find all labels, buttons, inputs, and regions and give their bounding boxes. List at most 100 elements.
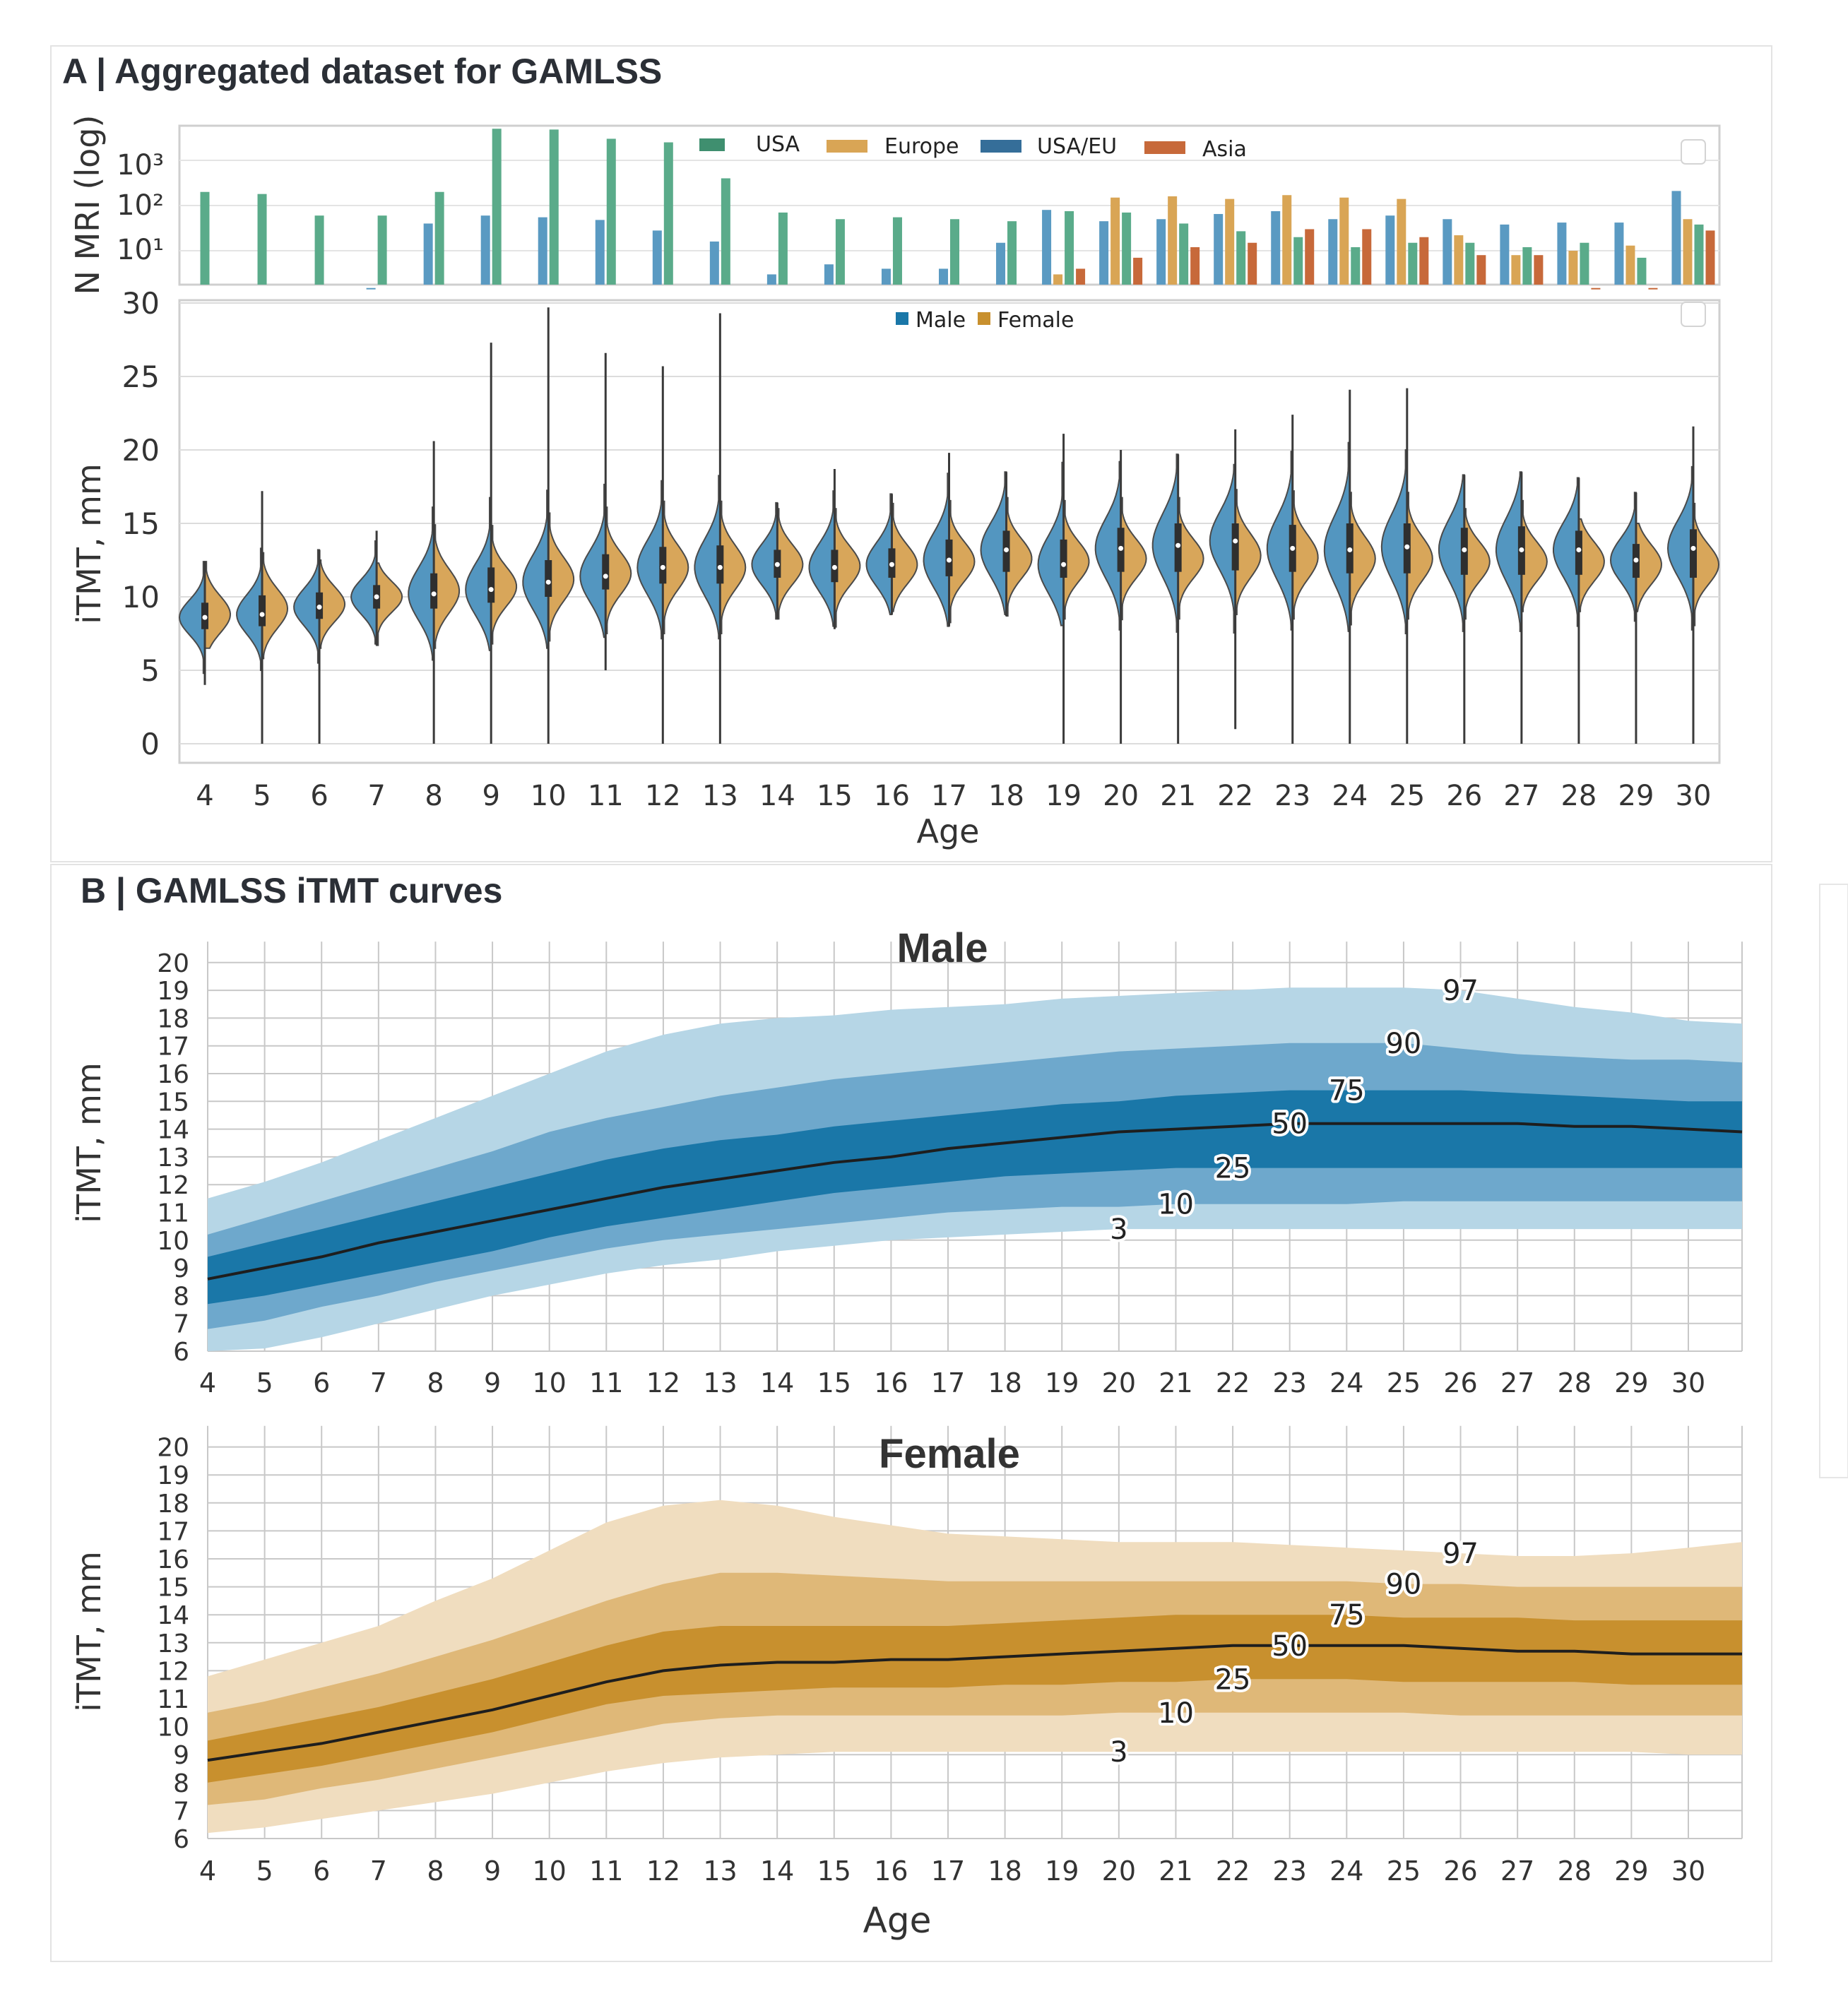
- legend-asia-swatch: [1144, 141, 1185, 154]
- female-xtick: 22: [1216, 1855, 1250, 1887]
- violin-female-half: [1062, 499, 1090, 620]
- bar-usa-eu: [1156, 219, 1166, 285]
- violin-male-half: [1151, 453, 1179, 633]
- bar-usa: [721, 178, 730, 285]
- female-xtick: 10: [533, 1855, 567, 1887]
- female-xtick: 7: [370, 1855, 387, 1887]
- violin-median-dot: [717, 564, 723, 570]
- violin-ytick: 20: [122, 433, 160, 468]
- violin-male-half: [236, 547, 263, 671]
- bar-usa: [1694, 224, 1704, 285]
- violin-female-half: [490, 525, 518, 645]
- bar-europe: [1168, 196, 1178, 285]
- female-xtick: 20: [1102, 1855, 1136, 1887]
- male-xtick: 15: [817, 1367, 851, 1399]
- bar-usa: [1637, 257, 1647, 285]
- violin-female-half: [1635, 523, 1662, 612]
- violin-female-half: [204, 561, 232, 649]
- violin-xtick: 16: [874, 780, 910, 812]
- bar-europe: [1339, 197, 1349, 285]
- bar-usa-eu: [881, 268, 891, 285]
- bar-usa-eu: [1671, 191, 1681, 285]
- male-ytick: 14: [157, 1116, 189, 1145]
- panel-b-frame: [50, 864, 1772, 1962]
- violin-xtick: 12: [645, 780, 681, 812]
- male-percentile-label: 50: [1272, 1108, 1308, 1141]
- violin-male-half: [1380, 449, 1408, 634]
- male-percentile-label: 90: [1385, 1028, 1421, 1060]
- female-percentile-label: 50: [1272, 1630, 1308, 1663]
- violin-female-half: [1291, 490, 1319, 620]
- violin-male-half: [1094, 461, 1122, 631]
- violin-median-dot: [603, 574, 608, 579]
- violin-xtick: 27: [1503, 780, 1539, 812]
- female-ytick: 13: [157, 1629, 189, 1658]
- violin-median-dot: [545, 579, 551, 585]
- bar-marks: [200, 129, 1715, 290]
- violin-female-half: [319, 559, 346, 649]
- bar-usa: [1351, 247, 1361, 285]
- bar-usa-eu: [1443, 219, 1452, 285]
- violin-median-dot: [1061, 562, 1067, 567]
- bar-usa: [1236, 231, 1246, 285]
- male-xtick: 8: [427, 1367, 444, 1399]
- male-ytick: 11: [157, 1199, 189, 1228]
- bar-europe: [1683, 219, 1693, 285]
- violin-ytick: 25: [122, 360, 160, 394]
- male-xtick: 28: [1558, 1367, 1592, 1399]
- violin-female-half: [662, 500, 689, 634]
- legend-female-label: Female: [997, 308, 1074, 333]
- violin-xtick: 29: [1618, 780, 1654, 812]
- legend-female-swatch: [978, 312, 990, 325]
- bar-usa: [606, 138, 616, 285]
- bar-asia: [1591, 287, 1601, 290]
- female-band-25-75: [208, 1615, 1742, 1783]
- violin-ytick: 15: [122, 506, 160, 541]
- female-xtick: 28: [1558, 1855, 1592, 1887]
- female-ytick: 8: [173, 1769, 189, 1798]
- male-xtick: 9: [484, 1367, 501, 1399]
- bar-usa-eu: [1099, 221, 1109, 285]
- bar-legend-checkbox[interactable]: [1681, 139, 1706, 165]
- female-xtick: 4: [199, 1855, 216, 1887]
- violin-male-half: [694, 475, 721, 640]
- bar-usa-eu: [1328, 219, 1338, 285]
- female-median-line: [207, 1644, 1742, 1762]
- bar-usa-eu: [766, 274, 776, 285]
- bar-usa-eu: [366, 287, 376, 290]
- violin-male-half: [1553, 477, 1580, 627]
- male-ylabel: iTMT, mm: [70, 1062, 108, 1223]
- bar-usa: [835, 219, 845, 285]
- male-xticks: 4 5 6 7 8 9 10 11 12 13 14 15 16 17 18 19 20 21 22 23 24 25 26…: [199, 1367, 1705, 1399]
- violin-ytick: 0: [141, 727, 160, 761]
- violin-male-half: [865, 493, 893, 616]
- legend-usaeu-label: USA/EU: [1037, 134, 1117, 159]
- bar-usa: [1122, 212, 1132, 285]
- bar-usa-eu: [1385, 215, 1395, 285]
- violin-female-half: [1577, 518, 1605, 612]
- female-ytick: 9: [173, 1741, 189, 1770]
- female-xtick: 18: [988, 1855, 1021, 1887]
- male-percentile-labels: 3 10 25 50 75 90 97: [1107, 972, 1481, 1249]
- violin-median-dot: [488, 587, 494, 593]
- violin-female-half: [1234, 489, 1262, 616]
- bar-europe: [1397, 198, 1406, 285]
- violin-median-dot: [1233, 538, 1238, 544]
- female-percentile-label: 90: [1385, 1569, 1421, 1601]
- male-xtick: 25: [1387, 1367, 1421, 1399]
- violin-male-half: [1495, 471, 1522, 632]
- bar-chart: 10³ 10² 10¹ N MRI (log) USA Europe USA/E…: [69, 115, 1721, 295]
- violin-median-dot: [1404, 544, 1410, 550]
- female-ytick: 6: [173, 1825, 189, 1854]
- violin-xtick: 18: [988, 780, 1024, 812]
- violin-male-half: [1037, 461, 1065, 627]
- panel-b-title: B | GAMLSS iTMT curves: [81, 871, 502, 911]
- violin-legend: Male Female: [896, 308, 1074, 333]
- bar-asia: [1534, 255, 1544, 285]
- violin-xtick: 19: [1046, 780, 1082, 812]
- female-xtick: 21: [1159, 1855, 1192, 1887]
- violin-legend-checkbox[interactable]: [1681, 302, 1706, 327]
- male-xtick: 23: [1273, 1367, 1307, 1399]
- violin-male-half: [751, 501, 778, 620]
- bar-usa-eu: [595, 220, 605, 285]
